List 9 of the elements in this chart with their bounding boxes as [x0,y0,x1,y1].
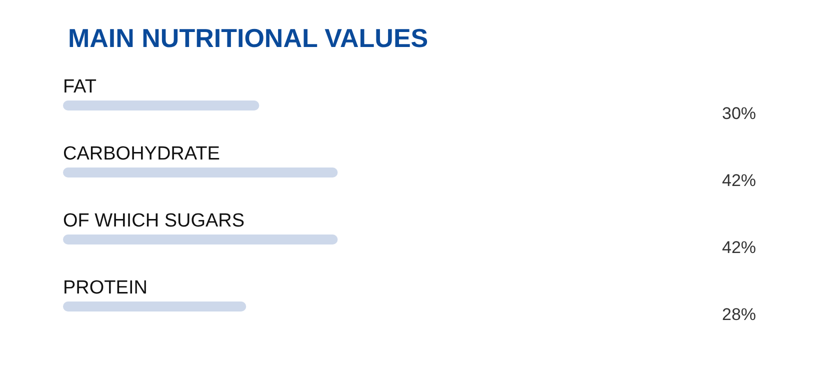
data-label: 30% [722,104,756,123]
y-tick-label: FAT [63,76,97,98]
data-label: 42% [722,171,756,190]
chart-title: MAIN NUTRITIONAL VALUES [68,23,428,53]
y-tick-label: PROTEIN [63,278,148,298]
y-tick-label: CARBOHYDRATE [63,144,220,164]
y-tick-label: OF WHICH SUGARS [63,210,245,232]
data-label: 42% [722,238,756,257]
data-label: 28% [722,305,756,324]
